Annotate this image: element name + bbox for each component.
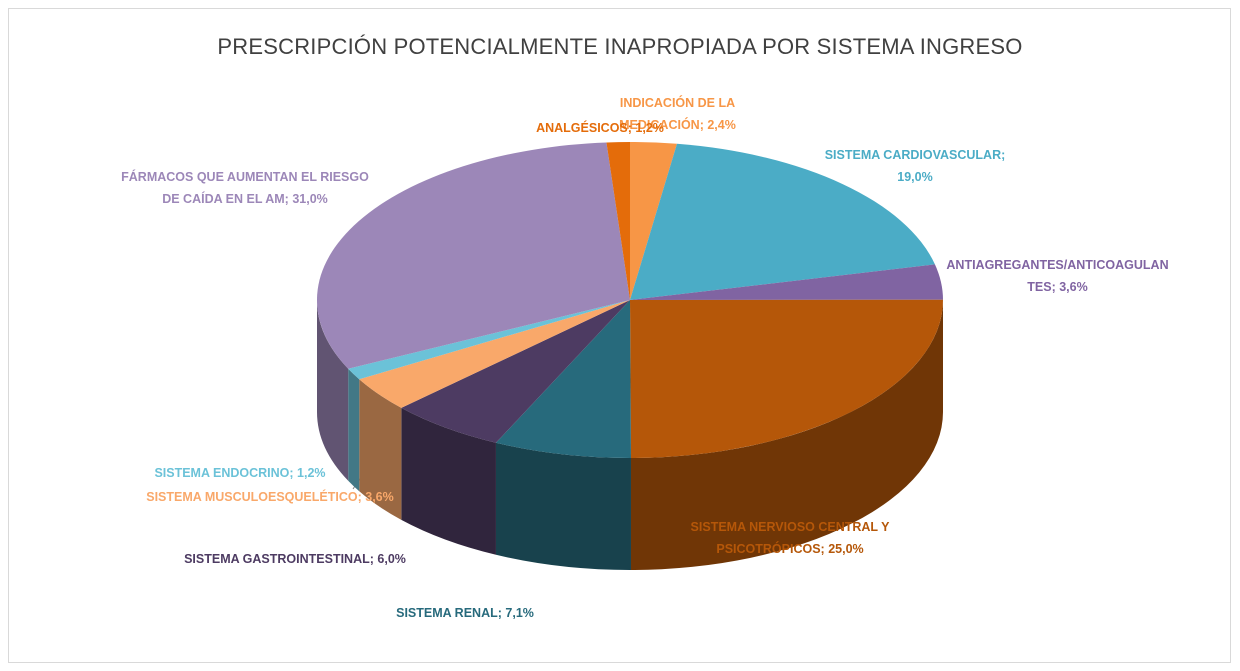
pie-slice bbox=[317, 142, 630, 369]
label-value: 3,6% bbox=[365, 490, 394, 504]
label-value: 3,6% bbox=[1059, 280, 1088, 294]
pie-slice bbox=[359, 300, 630, 408]
label-category: SISTEMA ENDOCRINO; bbox=[154, 466, 294, 480]
label-category: ANALGÉSICOS; bbox=[536, 121, 632, 135]
pie-top bbox=[317, 142, 944, 458]
pie-slice-side bbox=[348, 368, 360, 492]
label-value: 2,4% bbox=[707, 118, 736, 132]
data-label: SISTEMA ENDOCRINO; 1,2% bbox=[110, 462, 370, 484]
pie-walls bbox=[317, 300, 943, 570]
label-value: 1,2% bbox=[297, 466, 326, 480]
pie-slice bbox=[630, 142, 677, 300]
label-category: INDICACIÓN DE LA MEDICACIÓN; bbox=[619, 96, 736, 132]
pie-slice bbox=[401, 300, 630, 443]
label-value: 31,0% bbox=[292, 192, 328, 206]
label-category: SISTEMA GASTROINTESTINAL; bbox=[184, 552, 374, 566]
pie-slice bbox=[495, 300, 631, 458]
label-value: 1,2% bbox=[635, 121, 664, 135]
pie-slice bbox=[630, 143, 935, 300]
data-label: SISTEMA NERVIOSO CENTRAL Y PSICOTRÓPICOS… bbox=[650, 516, 930, 560]
data-label: SISTEMA GASTROINTESTINAL; 6,0% bbox=[180, 548, 410, 570]
label-value: 6,0% bbox=[377, 552, 406, 566]
data-label: FÁRMACOS QUE AUMENTAN EL RIESGO DE CAÍDA… bbox=[120, 166, 370, 210]
data-label: SISTEMA CARDIOVASCULAR; 19,0% bbox=[820, 144, 1010, 188]
chart-title: PRESCRIPCIÓN POTENCIALMENTE INAPROPIADA … bbox=[217, 34, 1023, 59]
label-category: FÁRMACOS QUE AUMENTAN EL RIESGO DE CAÍDA… bbox=[121, 170, 369, 206]
label-category: SISTEMA RENAL; bbox=[396, 606, 502, 620]
data-label: ANALGÉSICOS; 1,2% bbox=[520, 117, 680, 139]
pie-slice-side bbox=[630, 300, 943, 570]
data-label: SISTEMA MUSCULOESQUELÉTICO; 3,6% bbox=[140, 486, 400, 508]
pie-slice-side bbox=[359, 379, 402, 520]
pie-slice bbox=[630, 264, 943, 300]
data-label: ANTIAGREGANTES/ANTICOAGULANTES; 3,6% bbox=[945, 254, 1170, 298]
pie-slice bbox=[630, 299, 944, 458]
label-category: SISTEMA CARDIOVASCULAR; bbox=[824, 148, 1006, 162]
label-value: 25,0% bbox=[828, 542, 864, 556]
data-label: SISTEMA RENAL; 7,1% bbox=[370, 602, 560, 624]
label-category: ANTIAGREGANTES/ANTICOAGULANTES; bbox=[946, 258, 1169, 294]
pie-slice-side bbox=[495, 442, 631, 570]
pie-slice-side bbox=[401, 407, 496, 555]
label-category: SISTEMA MUSCULOESQUELÉTICO; bbox=[146, 490, 362, 504]
label-category: SISTEMA NERVIOSO CENTRAL Y PSICOTRÓPICOS… bbox=[690, 520, 890, 556]
label-value: 7,1% bbox=[505, 606, 534, 620]
label-value: 19,0% bbox=[897, 170, 933, 184]
pie-slice-side bbox=[317, 300, 349, 481]
pie-slice bbox=[606, 142, 630, 300]
pie-slice bbox=[348, 300, 630, 380]
data-label: INDICACIÓN DE LA MEDICACIÓN; 2,4% bbox=[590, 92, 765, 136]
